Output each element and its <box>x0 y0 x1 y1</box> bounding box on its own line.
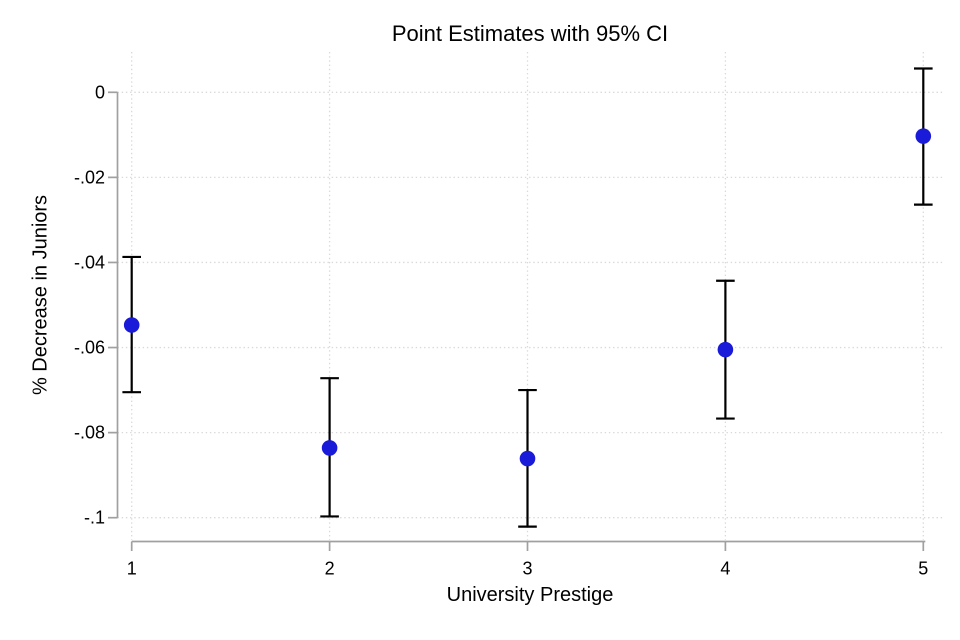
x-axis-label: University Prestige <box>446 584 614 606</box>
x-tick-label: 1 <box>127 558 137 578</box>
y-tick-label: -.04 <box>74 252 105 272</box>
x-tick-label: 2 <box>325 558 335 578</box>
data-point <box>519 450 536 467</box>
y-tick-label: -.1 <box>84 508 105 528</box>
y-tick-label: -.02 <box>74 167 105 187</box>
y-tick-label: -.08 <box>74 423 105 443</box>
x-tick-label: 3 <box>522 558 532 578</box>
data-point <box>321 440 338 456</box>
chart-title: Point Estimates with 95% CI <box>391 21 669 46</box>
data-point <box>915 128 932 144</box>
x-tick-label: 5 <box>918 558 928 578</box>
y-tick-label: -.06 <box>74 338 105 358</box>
y-tick-label: 0 <box>95 82 105 102</box>
x-tick-label: 4 <box>720 558 730 578</box>
data-point <box>717 341 734 358</box>
data-point <box>123 317 140 333</box>
